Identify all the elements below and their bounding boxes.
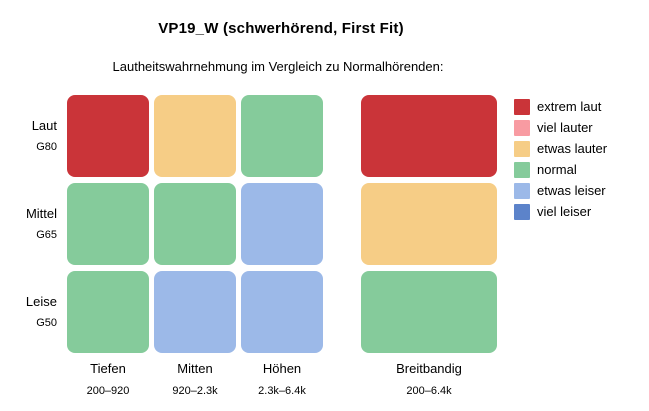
grid-cell: [67, 271, 149, 353]
broadband-cell: [361, 271, 497, 353]
chart-subtitle: Lautheitswahrnehmung im Vergleich zu Nor…: [112, 59, 444, 74]
legend-label: etwas leiser: [537, 183, 606, 198]
grid-cell: [67, 95, 149, 177]
column-label: Tiefen: [90, 361, 126, 376]
column-label: Höhen: [262, 361, 302, 376]
legend-item: etwas leiser: [514, 183, 607, 199]
legend-item: extrem laut: [514, 99, 607, 115]
broadband-cell: [361, 95, 497, 177]
grid-cell: [241, 183, 323, 265]
column-label-block: Höhen 2.3k–6.4k: [222, 361, 342, 398]
column-label: Breitbandig: [396, 361, 462, 376]
column-sublabel: 200–920: [86, 385, 130, 397]
grid-cell: [241, 95, 323, 177]
legend-label: normal: [537, 162, 577, 177]
legend-swatch: [514, 141, 530, 157]
row-label-block: Leise G50: [0, 294, 57, 330]
row-label: Mittel: [25, 206, 57, 221]
legend-swatch: [514, 162, 530, 178]
legend-label: etwas lauter: [537, 141, 608, 156]
row-label: Leise: [25, 294, 57, 309]
row-sublabel: G80: [36, 141, 57, 153]
column-label-block: Breitbandig 200–6.4k: [369, 361, 489, 398]
legend-item: viel leiser: [514, 204, 607, 220]
grid-cell: [241, 271, 323, 353]
legend-swatch: [514, 204, 530, 220]
column-sublabel: 2.3k–6.4k: [258, 385, 306, 397]
chart-title: VP19_W (schwerhörend, First Fit): [158, 20, 404, 37]
legend-label: viel lauter: [537, 120, 593, 135]
legend-label: viel leiser: [537, 204, 592, 219]
legend-item: viel lauter: [514, 120, 607, 136]
column-label: Mitten: [177, 361, 213, 376]
column-label-block: Tiefen 200–920: [48, 361, 168, 398]
legend-swatch: [514, 183, 530, 199]
row-sublabel: G50: [36, 317, 57, 329]
grid-cell: [67, 183, 149, 265]
legend-swatch: [514, 99, 530, 115]
row-label: Laut: [31, 118, 57, 133]
legend-item: etwas lauter: [514, 141, 607, 157]
column-sublabel: 200–6.4k: [406, 385, 452, 397]
grid-cell: [154, 183, 236, 265]
heatmap-grid: [67, 95, 323, 353]
legend-item: normal: [514, 162, 607, 178]
legend-label: extrem laut: [537, 99, 602, 114]
row-label-block: Mittel G65: [0, 206, 57, 242]
column-sublabel: 920–2.3k: [172, 385, 218, 397]
legend: extrem laut viel lauter etwas lauter normal…: [514, 99, 607, 225]
row-label-block: Laut G80: [0, 118, 57, 154]
column-label-block: Mitten 920–2.3k: [135, 361, 255, 398]
grid-cell: [154, 95, 236, 177]
row-sublabel: G65: [36, 229, 57, 241]
broadband-cell: [361, 183, 497, 265]
grid-cell: [154, 271, 236, 353]
legend-swatch: [514, 120, 530, 136]
broadband-column: [361, 95, 497, 353]
